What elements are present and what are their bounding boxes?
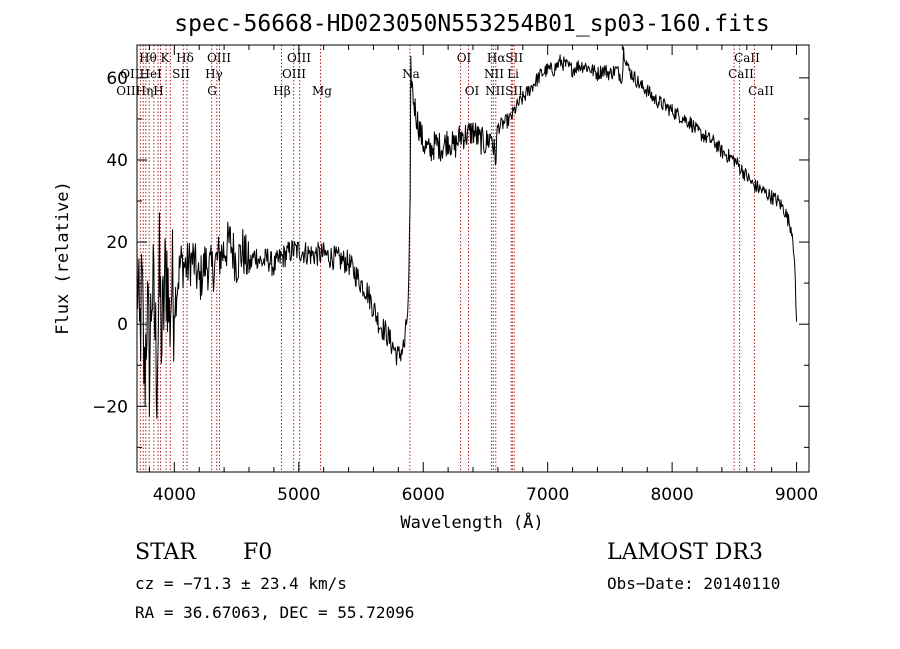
- coordinates-text: RA = 36.67063, DEC = 55.72096: [135, 603, 415, 622]
- line-label: Hγ: [205, 67, 223, 81]
- line-label: Mg: [312, 84, 332, 98]
- line-label: Li: [507, 67, 519, 81]
- line-label: Hθ: [139, 51, 157, 65]
- line-label: Hδ: [176, 51, 194, 65]
- line-labels: Hθ OIIHeI OIIHηH K Hδ SII OIII Hγ G OIII OIII Hβ Mg N…: [116, 51, 774, 98]
- chart-title: spec-56668-HD023050N553254B01_sp03-160.f…: [174, 11, 769, 37]
- line-label: OIII: [207, 51, 231, 65]
- line-label: NIISII: [485, 84, 523, 98]
- line-label: CaII: [734, 51, 760, 65]
- obs-date-text: Obs−Date: 20140110: [607, 574, 781, 593]
- class-label: STAR: [135, 540, 196, 565]
- line-label: OI: [457, 51, 472, 65]
- y-tick-label: −20: [92, 397, 128, 417]
- line-label: K: [161, 51, 171, 65]
- line-label: OIII: [287, 51, 311, 65]
- line-label: CaII: [728, 67, 754, 81]
- y-axis-label: Flux (relative): [53, 181, 73, 335]
- x-tick-label: 4000: [153, 485, 196, 505]
- x-tick-label: 8000: [650, 485, 693, 505]
- x-tick-label: 9000: [775, 485, 818, 505]
- line-label: OIIHηH: [116, 84, 163, 98]
- axis-ticks: 4000 5000 6000 7000 8000 9000 −20 0 20 40 60: [92, 45, 818, 505]
- series-spectrum: [136, 46, 798, 419]
- line-label: CaII: [748, 84, 774, 98]
- x-tick-label: 5000: [277, 485, 320, 505]
- line-label: OIIHeI: [120, 67, 162, 81]
- y-tick-label: 20: [106, 233, 128, 253]
- y-tick-label: 40: [106, 151, 128, 171]
- line-label: OI: [465, 84, 480, 98]
- x-tick-label: 6000: [402, 485, 445, 505]
- redshift-text: cz = −71.3 ± 23.4 km/s: [135, 574, 347, 593]
- line-label: Hβ: [273, 84, 290, 98]
- line-label: SII: [172, 67, 190, 81]
- line-label: OIII: [282, 67, 306, 81]
- x-tick-label: 7000: [526, 485, 569, 505]
- line-label: HαSII: [487, 51, 524, 65]
- survey-label: LAMOST DR3: [607, 540, 763, 565]
- series-layer: [136, 46, 798, 419]
- y-tick-label: 0: [117, 315, 128, 335]
- plot-frame: [136, 44, 810, 473]
- subclass-label: F0: [243, 540, 273, 565]
- y-tick-label: 60: [106, 69, 128, 89]
- x-axis-label: Wavelength (Å): [400, 511, 543, 533]
- line-label: NII: [484, 67, 504, 81]
- line-label: G: [207, 84, 217, 98]
